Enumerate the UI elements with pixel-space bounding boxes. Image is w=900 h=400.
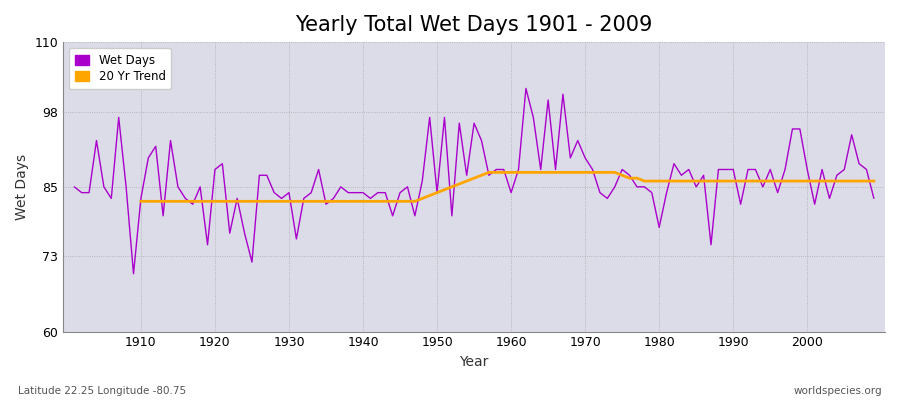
Text: Latitude 22.25 Longitude -80.75: Latitude 22.25 Longitude -80.75: [18, 386, 186, 396]
Line: 20 Yr Trend: 20 Yr Trend: [141, 172, 874, 201]
20 Yr Trend: [136, 199, 147, 204]
Wet Days: [506, 190, 517, 195]
20 Yr Trend: [816, 179, 827, 184]
Wet Days: [136, 196, 147, 201]
20 Yr Trend: [483, 170, 494, 175]
Wet Days: [520, 86, 531, 91]
Wet Days: [128, 271, 139, 276]
Legend: Wet Days, 20 Yr Trend: Wet Days, 20 Yr Trend: [69, 48, 172, 89]
20 Yr Trend: [306, 199, 317, 204]
20 Yr Trend: [276, 199, 287, 204]
20 Yr Trend: [580, 170, 590, 175]
20 Yr Trend: [868, 179, 879, 184]
20 Yr Trend: [839, 179, 850, 184]
Wet Days: [513, 167, 524, 172]
X-axis label: Year: Year: [459, 355, 489, 369]
Wet Days: [69, 184, 80, 189]
Wet Days: [868, 196, 879, 201]
Wet Days: [299, 196, 310, 201]
Wet Days: [343, 190, 354, 195]
Y-axis label: Wet Days: Wet Days: [15, 154, 29, 220]
20 Yr Trend: [520, 170, 531, 175]
Title: Yearly Total Wet Days 1901 - 2009: Yearly Total Wet Days 1901 - 2009: [295, 15, 652, 35]
Line: Wet Days: Wet Days: [75, 88, 874, 274]
Text: worldspecies.org: worldspecies.org: [794, 386, 882, 396]
Wet Days: [609, 184, 620, 189]
